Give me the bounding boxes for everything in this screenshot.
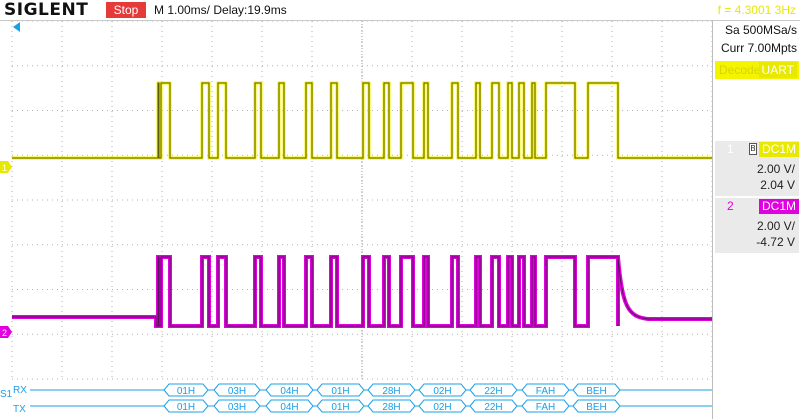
- tx-frame-value: 28H: [382, 402, 400, 413]
- info-panel: Sa 500MSa/s Curr 7.00Mpts Decode UART 1 …: [712, 21, 800, 419]
- tx-frame-value: FAH: [536, 402, 555, 413]
- decode-frame: [418, 399, 467, 413]
- channel-1-offset: 2.04 V: [760, 178, 795, 192]
- decode-protocol-badge: UART: [758, 62, 797, 78]
- decode-frame: [572, 383, 621, 397]
- channel-2-marker[interactable]: 2: [0, 326, 12, 338]
- sample-rate-readout: Sa 500MSa/s: [724, 23, 797, 37]
- decode-frame: [572, 399, 621, 413]
- channel-2-coupling: DC1M: [759, 199, 800, 214]
- siglent-logo: SIGLENT: [4, 0, 89, 20]
- decode-status[interactable]: Decode UART: [715, 61, 799, 79]
- channel-1-coupling: DC1M: [759, 142, 800, 157]
- trigger-position-icon: [13, 22, 20, 32]
- decode-frame: [367, 383, 416, 397]
- rx-label: RX: [13, 385, 27, 396]
- decode-frame: [521, 399, 570, 413]
- waveform-display[interactable]: 1 2 S1 RX TX 01H 01H 03H 03H 04H 04H 01H 01H 28H…: [0, 21, 712, 419]
- bus-marker: S1: [0, 389, 13, 400]
- tx-frame-value: 04H: [280, 402, 298, 413]
- decode-frame: [469, 383, 518, 397]
- decode-frame: [316, 383, 365, 397]
- trigger-frequency-readout: f = 4.3001 3Hz: [717, 3, 796, 17]
- decode-frame: [316, 399, 365, 413]
- svg-text:2: 2: [2, 328, 7, 338]
- rx-frame-value: BEH: [586, 386, 607, 397]
- uart-decode-bus: S1 RX TX 01H 01H 03H 03H 04H 04H 01H 01H 28H 28H 0…: [0, 383, 712, 415]
- channel-2-scale: 2.00 V/: [756, 219, 795, 233]
- status-bar: SIGLENT Stop M 1.00ms/ Delay:19.9ms f = …: [0, 0, 800, 21]
- decode-frame: [265, 383, 314, 397]
- decode-frame: [265, 399, 314, 413]
- run-stop-badge[interactable]: Stop: [106, 2, 146, 18]
- decode-frame: [163, 383, 209, 397]
- svg-text:1: 1: [2, 163, 7, 173]
- memory-depth-readout: Curr 7.00Mpts: [720, 41, 797, 55]
- decode-frame: [418, 383, 467, 397]
- channel-2-number: 2: [727, 199, 734, 213]
- channel-1-settings[interactable]: 1 B DC1M 2.00 V/ 2.04 V: [715, 141, 800, 196]
- channel-2-settings[interactable]: 2 DC1M 2.00 V/ -4.72 V: [715, 198, 800, 253]
- rx-frame-value: 04H: [280, 386, 298, 397]
- tx-frame-value: 01H: [177, 402, 195, 413]
- rx-frame-value: 28H: [382, 386, 400, 397]
- channel-2-offset: -4.72 V: [756, 235, 795, 249]
- decode-frame: [367, 399, 416, 413]
- rx-frame-value: 03H: [228, 386, 246, 397]
- rx-frame-value: 02H: [433, 386, 451, 397]
- rx-frame-value: FAH: [536, 386, 555, 397]
- channel-1-waveform: [12, 81, 712, 160]
- tx-label: TX: [13, 404, 26, 415]
- decode-label: Decode: [719, 63, 761, 77]
- channel-1-marker[interactable]: 1: [0, 161, 12, 173]
- timebase-readout[interactable]: M 1.00ms/ Delay:19.9ms: [154, 3, 287, 17]
- channel-1-scale: 2.00 V/: [756, 162, 795, 176]
- channel-1-number: 1: [727, 142, 734, 156]
- bandwidth-limit-icon: B: [749, 143, 757, 155]
- rx-frame-value: 01H: [177, 386, 195, 397]
- decode-frame: [163, 399, 209, 413]
- tx-frame-value: 02H: [433, 402, 451, 413]
- decode-frame: [469, 399, 518, 413]
- channel-2-waveform: [12, 255, 712, 328]
- decode-frame: [213, 383, 261, 397]
- rx-frame-value: 01H: [331, 386, 349, 397]
- tx-frame-value: BEH: [586, 402, 607, 413]
- rx-frame-value: 22H: [484, 386, 502, 397]
- decode-frame: [521, 383, 570, 397]
- decode-frame: [213, 399, 261, 413]
- tx-frame-value: 22H: [484, 402, 502, 413]
- tx-frame-value: 03H: [228, 402, 246, 413]
- tx-frame-value: 01H: [331, 402, 349, 413]
